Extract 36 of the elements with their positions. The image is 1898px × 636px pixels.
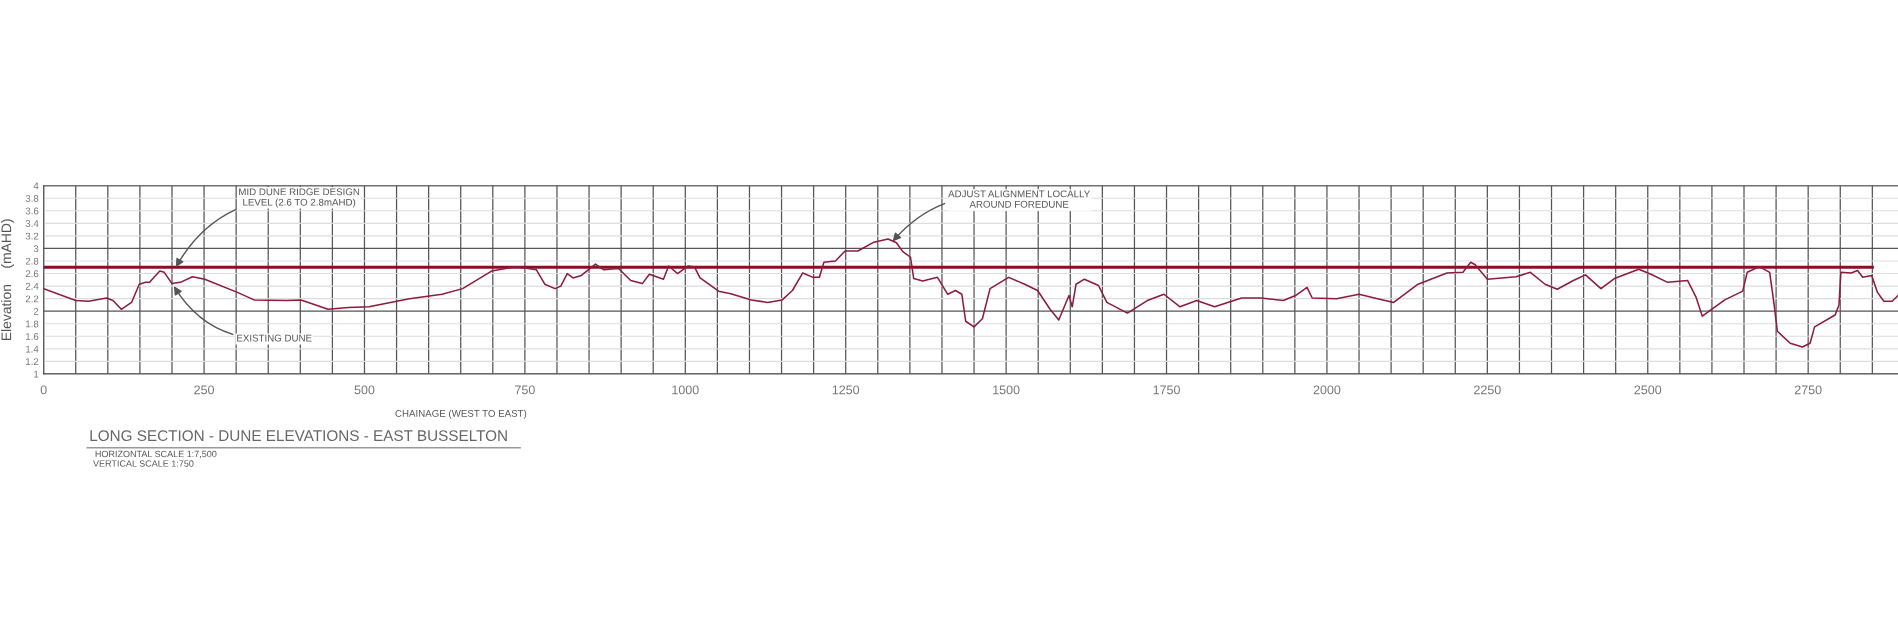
y-tick-label: 1.2: [26, 358, 39, 365]
x-tick-label: 1500: [993, 385, 1020, 395]
text: LONG SECTION - DUNE ELEVATIONS - EAST BUSSELTON: [90, 430, 507, 442]
annotation: ADJUST ALIGNMENT LOCALLY AROUND FOREDUNE: [948, 190, 1090, 208]
y-tick-label: 1.6: [26, 333, 39, 340]
text: HORIZONTAL SCALE 1:7,500: [95, 450, 217, 459]
x-tick-label: 2750: [1794, 385, 1822, 395]
y-tick-label: 2: [33, 307, 39, 315]
x-tick-label: 750: [515, 385, 535, 395]
x-tick-label: 2500: [1634, 385, 1662, 395]
x-tick-label: 0: [40, 385, 47, 395]
x-tick-label: 2000: [1313, 385, 1341, 395]
y-tick-label: 3.4: [25, 220, 39, 227]
y-tick-label: 1.8: [26, 320, 39, 328]
y-tick-label: 3.2: [25, 232, 39, 240]
y-tick-label: 2.2: [25, 295, 39, 303]
x-tick-label: 2250: [1474, 385, 1501, 395]
y-tick-label: 3.6: [25, 207, 39, 215]
x-tick-label: 1750: [1153, 385, 1180, 395]
x-tick-label: 250: [194, 385, 214, 395]
x-axis-title: CHAINAGE (WEST TO EAST): [395, 409, 527, 419]
x-tick-label: 1250: [832, 385, 860, 395]
y-tick-label: 4: [33, 182, 39, 190]
y-tick-label: 2.4: [25, 282, 39, 290]
y-axis-title: Elevation (mAHD): [1, 219, 14, 341]
y-tick-label: 2.6: [25, 270, 39, 278]
annotation: EXISTING DUNE: [237, 334, 312, 342]
x-tick-label: 1000: [672, 385, 699, 395]
y-tick-label: 3.8: [25, 195, 39, 202]
y-tick-label: 3: [33, 245, 39, 253]
annotation: MID DUNE RIDGE DESIGN LEVEL (2.6 TO 2.8mAHD): [239, 188, 360, 208]
y-tick-label: 1: [34, 370, 39, 378]
y-tick-label: 1.4: [26, 345, 39, 353]
y-tick-label: 2.8: [25, 257, 39, 265]
text: VERTICAL SCALE 1:750: [93, 460, 194, 467]
x-tick-label: 500: [354, 385, 375, 395]
